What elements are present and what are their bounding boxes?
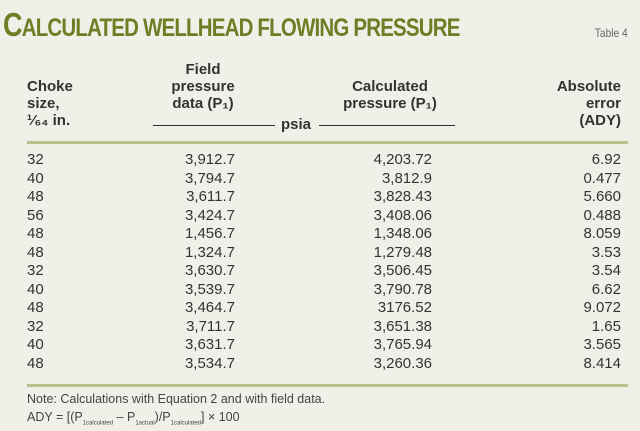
cell-absolute-error: 1.65 (591, 317, 621, 335)
table-row: 48 1,456.7 1,348.06 8.059 (0, 225, 640, 244)
table-title: CALCULATED WELLHEAD FLOWING PRESSURE (3, 6, 460, 44)
cell-absolute-error: 0.477 (583, 169, 621, 187)
table-row: 56 3,424.7 3,408.06 0.488 (0, 207, 640, 226)
formula-sub: 1calculated (170, 420, 202, 427)
cell-calculated-pressure: 3,506.45 (373, 262, 432, 279)
header-line: (ADY) (579, 112, 621, 129)
cell-field-pressure: 3,534.7 (184, 354, 235, 372)
cell-choke-size: 56 (27, 206, 44, 224)
table-row: 48 3,534.7 3,260.36 8.414 (0, 355, 640, 374)
cell-field-pressure: 3,794.7 (184, 169, 235, 187)
cell-calculated-pressure: 1,279.48 (373, 243, 432, 261)
header-line: Absolute (556, 78, 621, 95)
header-line: Field (185, 61, 221, 78)
title-rest: ALCULATED WELLHEAD FLOWING PRESSURE (21, 14, 461, 42)
header-line: size, (27, 95, 60, 112)
unit-span: psia (153, 114, 455, 136)
cell-field-pressure: 3,539.7 (184, 280, 235, 298)
table-number: Table 4 (595, 26, 628, 40)
unit-line-left (153, 125, 275, 126)
cell-calculated-pressure: 3,408.06 (373, 206, 432, 224)
formula-part: ADY = [(P (27, 410, 83, 424)
cell-field-pressure: 3,424.7 (184, 206, 235, 224)
cell-absolute-error: 6.62 (591, 280, 621, 298)
header-line: Choke (27, 78, 73, 95)
cell-calculated-pressure: 3,651.38 (373, 317, 432, 335)
unit-line-right (319, 125, 455, 126)
cell-choke-size: 32 (27, 151, 44, 168)
cell-calculated-pressure: 1,348.06 (373, 225, 432, 242)
cell-choke-size: 48 (27, 299, 44, 316)
table-row: 32 3,912.7 4,203.72 6.92 (0, 151, 640, 170)
formula-part: )/P (154, 410, 171, 424)
header-rule (27, 141, 628, 144)
cell-absolute-error: 6.92 (591, 151, 621, 168)
cell-field-pressure: 1,324.7 (184, 243, 235, 261)
cell-calculated-pressure: 3,812.9 (381, 169, 432, 187)
table-row: 40 3,539.7 3,790.78 6.62 (0, 281, 640, 300)
header-error: Absolute error (ADY) (557, 78, 621, 129)
cell-absolute-error: 3.565 (583, 336, 621, 353)
cell-absolute-error: 0.488 (583, 206, 621, 224)
cell-choke-size: 48 (27, 354, 44, 372)
cell-field-pressure: 1,456.7 (184, 225, 235, 242)
formula-part: – P (113, 410, 136, 424)
cell-field-pressure: 3,631.7 (184, 336, 235, 353)
cell-choke-size: 32 (27, 262, 44, 279)
table-row: 48 1,324.7 1,279.48 3.53 (0, 244, 640, 263)
header-line: pressure (P₁) (343, 95, 437, 112)
unit-label: psia (281, 116, 312, 133)
header-choke: Choke size, ¹⁄₆₄ in. (27, 78, 73, 129)
table-row: 32 3,630.7 3,506.45 3.54 (0, 262, 640, 281)
cell-field-pressure: 3,711.7 (186, 317, 235, 335)
cell-calculated-pressure: 3176.52 (377, 299, 432, 316)
cell-absolute-error: 8.414 (583, 354, 621, 372)
table-row: 32 3,711.7 3,651.38 1.65 (0, 318, 640, 337)
table-row: 48 3,611.7 3,828.43 5.660 (0, 188, 640, 207)
footer-rule (27, 384, 628, 387)
header-line: pressure (171, 78, 235, 95)
formula-part: ] × 100 (201, 410, 240, 424)
cell-choke-size: 32 (27, 317, 44, 335)
header-field: Field pressure data (P₁) (163, 61, 243, 112)
cell-choke-size: 40 (27, 280, 44, 298)
header-line: Calculated (352, 78, 428, 95)
cell-calculated-pressure: 3,260.36 (373, 354, 432, 372)
header-line: ¹⁄₆₄ in. (27, 112, 71, 129)
cell-field-pressure: 3,611.7 (186, 188, 235, 205)
formula-sub: 1actual (135, 420, 155, 427)
cell-calculated-pressure: 4,203.72 (373, 151, 432, 168)
cell-choke-size: 40 (27, 336, 44, 353)
table-row: 48 3,464.7 3176.52 9.072 (0, 299, 640, 318)
cell-absolute-error: 9.072 (583, 299, 621, 316)
cell-calculated-pressure: 3,828.43 (373, 188, 432, 205)
cell-choke-size: 40 (27, 169, 44, 187)
cell-choke-size: 48 (27, 225, 44, 242)
cell-field-pressure: 3,464.7 (184, 299, 235, 316)
table-note: Note: Calculations with Equation 2 and w… (27, 392, 326, 406)
header-calculated: Calculated pressure (P₁) (330, 78, 450, 112)
table-row: 40 3,794.7 3,812.9 0.477 (0, 170, 640, 189)
cell-choke-size: 48 (27, 243, 44, 261)
title-initial: C (3, 6, 23, 43)
table-row: 40 3,631.7 3,765.94 3.565 (0, 336, 640, 355)
cell-absolute-error: 3.53 (591, 243, 621, 261)
cell-absolute-error: 8.059 (583, 225, 621, 242)
cell-field-pressure: 3,912.7 (184, 151, 235, 168)
header-line: data (P₁) (172, 95, 234, 112)
cell-absolute-error: 3.54 (591, 262, 621, 279)
cell-calculated-pressure: 3,765.94 (373, 336, 432, 353)
cell-absolute-error: 5.660 (583, 188, 621, 205)
formula-sub: 1calculated (82, 420, 114, 427)
header-line: error (585, 95, 621, 112)
cell-field-pressure: 3,630.7 (184, 262, 235, 279)
ady-formula: ADY = [(P1calculated – P1actual)/P1calcu… (27, 410, 240, 427)
cell-calculated-pressure: 3,790.78 (373, 280, 432, 298)
cell-choke-size: 48 (27, 188, 44, 205)
